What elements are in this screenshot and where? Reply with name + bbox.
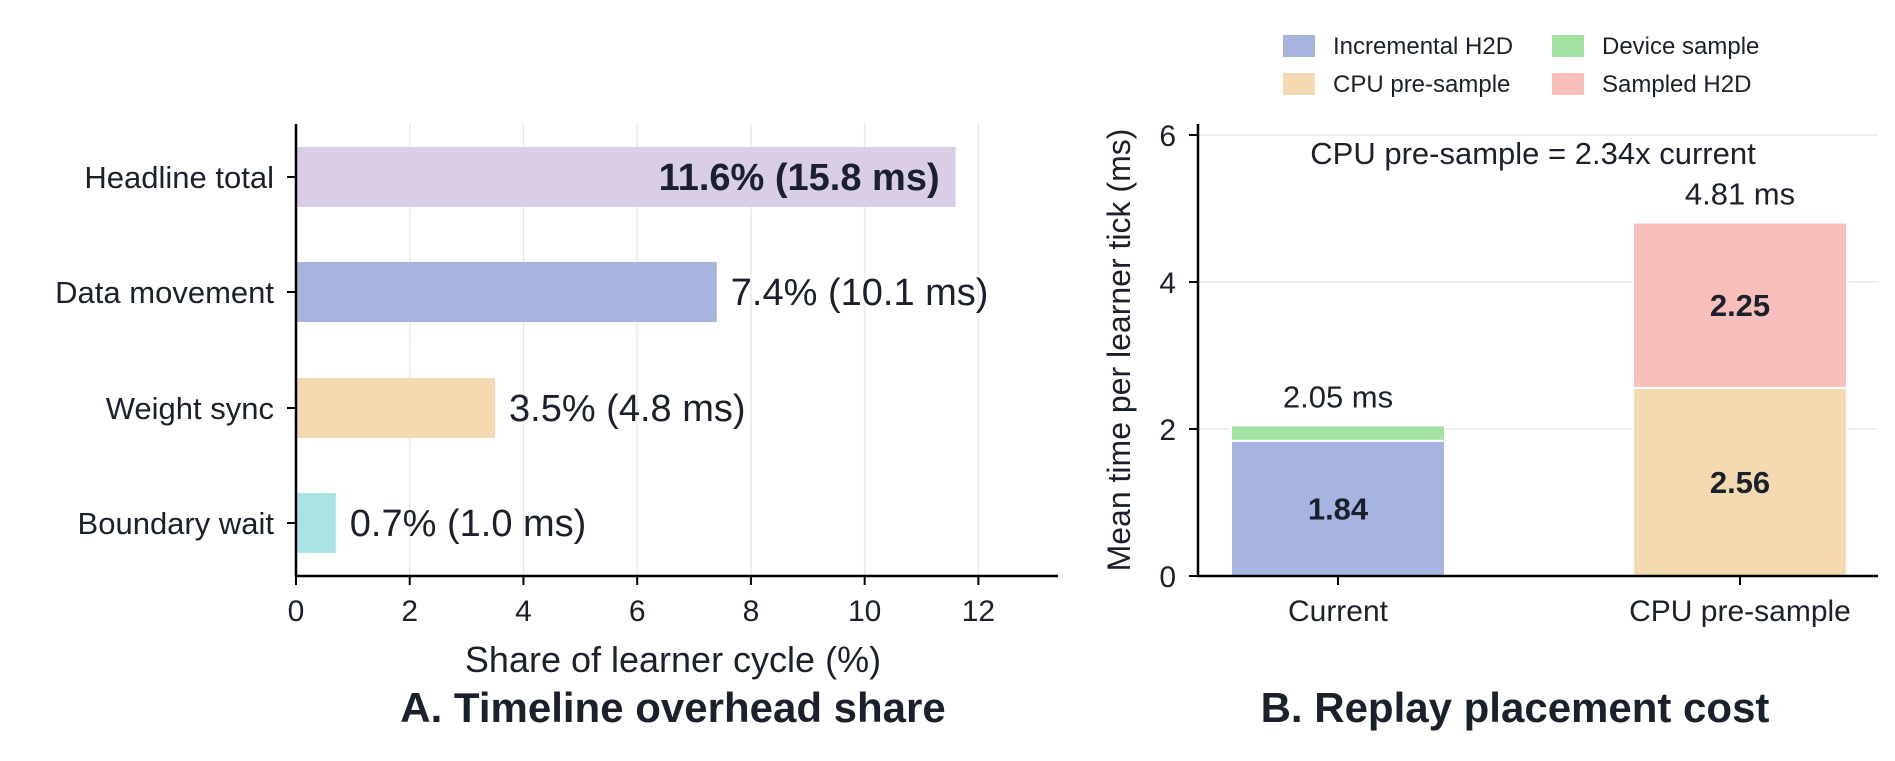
panel-b-legend-label: CPU pre-sample — [1333, 71, 1510, 98]
panel-b-bar-segment — [1230, 424, 1446, 442]
panel-b-bar-segment — [1632, 221, 1848, 389]
panel-a-xtick-label: 8 — [743, 595, 760, 628]
panel-b-segment-label: 2.56 — [1710, 465, 1770, 500]
panel-a-category-label: Headline total — [84, 160, 274, 195]
panel-b-bar-segment — [1632, 386, 1848, 577]
panel-b-total-label: 4.81 ms — [1685, 176, 1795, 211]
panel-a-title: A. Timeline overhead share — [400, 684, 945, 731]
panel-a-xtick-label: 2 — [401, 595, 418, 628]
panel-b-bar-labels: 2.05 ms 4.81 ms 1.84 2.56 2.25 — [1283, 176, 1795, 526]
panel-a-xtick-label: 10 — [848, 595, 881, 628]
panel-b-legend-swatch — [1283, 73, 1315, 95]
panel-a-xtick-label: 12 — [962, 595, 995, 628]
panel-a-data-label: 3.5% (4.8 ms) — [509, 388, 746, 430]
panel-a-bar — [296, 378, 496, 438]
panel-b-ytick-label: 2 — [1159, 414, 1176, 447]
panel-b-legend-swatch — [1552, 73, 1584, 95]
panel-b-legend-label: Sampled H2D — [1602, 71, 1751, 98]
panel-b-legend-label: Device sample — [1602, 33, 1759, 60]
panel-a-category-label: Weight sync — [106, 391, 274, 426]
panel-b-bar-segment — [1230, 439, 1446, 577]
panel-a-category-label: Data movement — [55, 275, 274, 310]
panel-a-xtick-label: 6 — [629, 595, 646, 628]
panel-b-ytick-label: 6 — [1159, 120, 1176, 153]
panel-a-data-label: 0.7% (1.0 ms) — [350, 503, 587, 545]
panel-b-ytick-label: 0 — [1159, 561, 1176, 594]
panel-a-axes: 0 2 4 6 8 10 12 Headline total Data movement Weig… — [55, 124, 1058, 628]
panel-a-bar — [296, 147, 956, 207]
panel-b-annotation: CPU pre-sample = 2.34x current — [1310, 136, 1756, 171]
panel-b-legend-label: Incremental H2D — [1333, 33, 1513, 60]
panel-a-xtick-label: 0 — [288, 595, 305, 628]
panel-a-xlabel: Share of learner cycle (%) — [465, 639, 881, 680]
panel-b-category-label: CPU pre-sample — [1629, 595, 1851, 628]
panel-b-replay-cost: Incremental H2D Device sample CPU pre-samp… — [1101, 33, 1878, 731]
panel-a-data-label: 11.6% (15.8 ms) — [659, 157, 940, 199]
panel-b-segment-label: 1.84 — [1308, 491, 1369, 526]
panel-b-axes: 0 2 4 6 Current CPU pre-sample — [1159, 120, 1878, 628]
panel-b-bars — [1230, 221, 1848, 577]
panel-b-total-label: 2.05 ms — [1283, 379, 1393, 414]
panel-b-segment-label: 2.25 — [1710, 288, 1770, 323]
panel-b-title: B. Replay placement cost — [1261, 684, 1770, 731]
panel-a-category-label: Boundary wait — [78, 506, 275, 541]
panel-a-bar-labels: 11.6% (15.8 ms) 7.4% (10.1 ms) 3.5% (4.8 m… — [350, 157, 989, 545]
panel-b-legend-swatch — [1283, 35, 1315, 57]
panel-a-overhead-share: 11.6% (15.8 ms) 7.4% (10.1 ms) 3.5% (4.8 m… — [55, 124, 1058, 731]
panel-a-data-label: 7.4% (10.1 ms) — [731, 272, 989, 314]
panel-b-ylabel: Mean time per learner tick (ms) — [1101, 129, 1137, 572]
panel-b-legend-swatch — [1552, 35, 1584, 57]
panel-a-bars — [296, 147, 956, 553]
panel-b-ytick-label: 4 — [1159, 267, 1176, 300]
panel-b-legend: Incremental H2D Device sample CPU pre-samp… — [1283, 33, 1759, 98]
panel-a-xtick-label: 4 — [515, 595, 532, 628]
panel-b-category-label: Current — [1288, 595, 1389, 628]
panel-a-bar — [296, 493, 336, 553]
panel-a-bar — [296, 262, 717, 322]
